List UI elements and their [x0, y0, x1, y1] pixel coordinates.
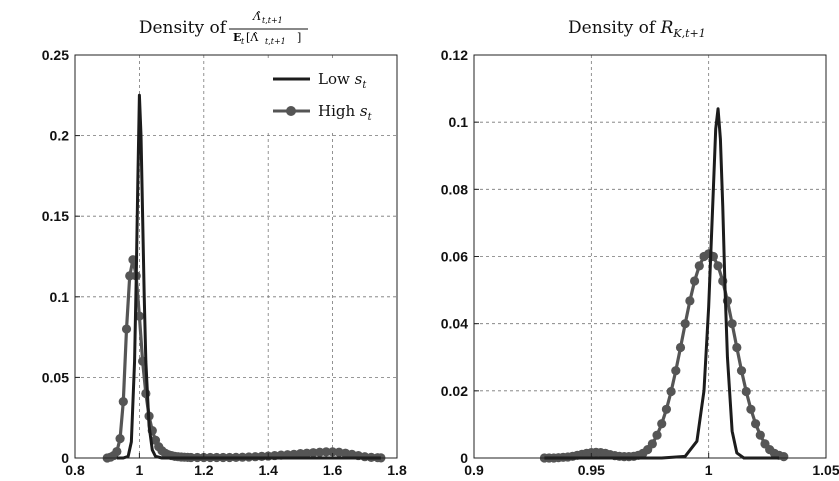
right-series-high-point: [727, 319, 737, 329]
left-ytick-label: 0.15: [42, 208, 69, 224]
left-plot-frame: [74, 54, 398, 459]
right-series-high-point: [736, 366, 747, 376]
legend-low-label: Low st: [318, 70, 367, 91]
left-series-high-point: [321, 447, 331, 457]
right-xtick-label: 1.05: [812, 462, 839, 478]
left-xtick-label: 1: [136, 462, 144, 478]
right-series-layer: [539, 107, 789, 463]
right-series-high-point: [661, 404, 672, 414]
left-legend: Low st High st: [262, 60, 392, 130]
left-series-high-point: [115, 434, 125, 444]
right-series-high-point: [741, 386, 751, 397]
left-series-layer: [102, 93, 386, 463]
left-series-high-point: [125, 271, 135, 281]
right-grid: [473, 54, 827, 459]
left-xtick-label: 0.8: [65, 462, 85, 478]
left-ytick-label: 0.2: [50, 128, 70, 144]
right-tick-labels: 0.9 0.95 1 1.05 0 0.02 0.04 0.06 0.08 0.1 0.12: [441, 47, 839, 478]
right-series-high-point: [680, 319, 690, 329]
right-series-low-line: [544, 107, 780, 460]
legend-high-label: High st: [318, 102, 373, 123]
right-ytick-label: 0.12: [441, 47, 468, 63]
right-series-high-point: [685, 296, 695, 306]
left-title-denominator-rest: [Λ̂: [246, 31, 259, 44]
left-tick-labels: 0.8 1 1.2 1.4 1.6 1.8 0 0.05 0.1 0.15 0.2 0.25: [42, 47, 407, 478]
right-series-high-point: [647, 439, 657, 449]
left-xtick-label: 1.6: [323, 462, 343, 478]
right-series-high-point: [779, 452, 789, 462]
right-series-high-point: [694, 261, 704, 271]
left-series-high-point: [112, 446, 122, 457]
right-ytick-label: 0.06: [441, 249, 468, 265]
left-xtick-label: 1.4: [258, 462, 278, 478]
right-title-prefix: Density of: [568, 18, 661, 38]
left-chart-title-fraction: Λ̂ t,t+1 E t [Λ̂ t,t+1 ]: [229, 10, 308, 46]
right-series-high-point: [671, 366, 681, 376]
left-ytick-label: 0: [61, 450, 69, 466]
right-series-high-point: [657, 419, 667, 429]
right-series-high-point: [689, 276, 700, 286]
right-series-high-point: [713, 261, 723, 271]
left-chart-title: Density of: [139, 18, 228, 38]
right-ytick-label: 0.02: [441, 383, 468, 399]
legend-high-marker: [286, 106, 296, 116]
right-ytick-label: 0.04: [441, 316, 468, 332]
right-chart-title: Density of RK,t+1: [568, 18, 706, 40]
right-ytick-label: 0.1: [449, 114, 469, 130]
right-title-math: R: [660, 18, 674, 38]
right-ytick-label: 0.08: [441, 181, 468, 197]
left-series-low-line: [116, 93, 381, 460]
left-title-numerator-sub: t,t+1: [262, 16, 283, 25]
right-xtick-label: 0.95: [578, 462, 605, 478]
left-title-denominator-rest-sub: t,t+1: [265, 37, 286, 46]
right-title-sub: K,t+1: [672, 27, 705, 40]
right-xtick-label: 0.9: [464, 462, 484, 478]
right-chart: 0.9 0.95 1 1.05 0 0.02 0.04 0.06 0.08 0.1 0.12: [441, 47, 839, 478]
left-ytick-label: 0.25: [42, 47, 69, 63]
left-title-numerator: Λ̂: [252, 10, 261, 23]
left-title-denominator: E: [233, 31, 241, 44]
legend-box: [262, 60, 392, 130]
right-series-high-point: [751, 419, 761, 429]
right-series-high-point: [732, 342, 742, 353]
right-series-high-point: [746, 404, 756, 414]
left-series-high-point: [121, 324, 132, 334]
right-series-high-point: [652, 430, 662, 440]
left-title-denominator-sub: t: [241, 37, 245, 46]
left-ytick-label: 0.05: [42, 369, 69, 385]
left-xtick-label: 1.2: [194, 462, 214, 478]
left-title-denominator-close: ]: [297, 31, 301, 44]
right-series-high-point: [666, 386, 676, 397]
right-xtick-label: 1: [705, 462, 713, 478]
left-series-high-point: [118, 396, 128, 407]
left-series-high-point: [134, 311, 144, 321]
right-ytick-label: 0: [460, 450, 468, 466]
left-xtick-label: 1.8: [387, 462, 407, 478]
left-ytick-label: 0.1: [50, 289, 70, 305]
right-series-high-point: [755, 430, 765, 440]
right-series-high-point: [675, 342, 686, 353]
left-chart: 0.8 1 1.2 1.4 1.6 1.8 0 0.05 0.1 0.15 0.2 0.25 Low …: [42, 47, 407, 478]
